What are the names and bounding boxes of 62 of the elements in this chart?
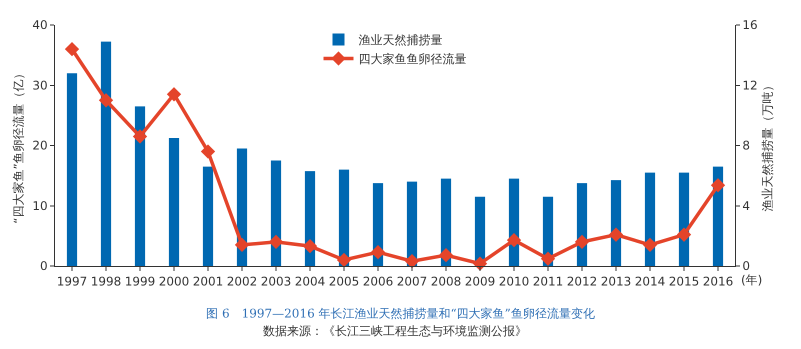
point [438, 248, 454, 262]
x-tick-label: 2012 [566, 274, 598, 288]
point [472, 256, 488, 271]
bar [168, 138, 180, 266]
y-tick-label: 0 [40, 259, 48, 274]
point [506, 232, 522, 248]
point [336, 252, 352, 268]
bar [134, 106, 146, 266]
x-tick-label: 2014 [634, 274, 666, 288]
x-tick-label: 2013 [600, 274, 632, 288]
legend-label: 四大家鱼鱼卵径流量 [358, 52, 466, 66]
x-tick-label: 2003 [260, 274, 292, 288]
x-tick-label: 2000 [158, 274, 190, 288]
point [642, 238, 658, 252]
y-tick-label: 10 [32, 198, 48, 213]
x-tick-label: 2006 [362, 274, 394, 288]
x-tick-label: 2002 [226, 274, 258, 288]
x-tick-label: 2004 [294, 274, 326, 288]
point [98, 93, 114, 108]
x-tick-label: 2001 [192, 274, 224, 288]
y2-tick-label: 4 [742, 198, 750, 213]
y2-tick-label: 12 [742, 78, 758, 92]
y-tick-label: 20 [32, 138, 48, 153]
x-tick-label: 2010 [498, 274, 530, 288]
bar [66, 73, 78, 266]
point [302, 238, 318, 254]
point [268, 234, 284, 250]
x-tick-label: 2008 [430, 274, 462, 288]
point [710, 178, 726, 192]
bar [202, 166, 214, 266]
point [166, 87, 182, 102]
point [370, 244, 386, 260]
point [574, 234, 590, 250]
point [200, 144, 216, 159]
y2-axis-title: 渔业天然捕捞量（万吨） [760, 80, 775, 212]
point [404, 254, 420, 268]
x-tick-label: 2011 [532, 274, 564, 288]
source-note: 数据来源：《长江三峡工程生态与环境监测公报》 [263, 324, 527, 338]
y-tick-label: 40 [32, 18, 48, 32]
x-tick-label: 1997 [56, 274, 88, 288]
y2-tick-label: 16 [742, 18, 758, 32]
x-tick-label: 2016 [702, 274, 734, 288]
point [540, 252, 556, 266]
text: 图 6 1997—2016 年长江渔业天然捕捞量和“四大家鱼”鱼卵径流量变化 [206, 306, 595, 321]
point [676, 228, 692, 242]
y-tick-label: 30 [32, 78, 48, 92]
legend-label: 渔业天然捕捞量 [358, 33, 442, 48]
y-axis-title: “四大家鱼”鱼卵径流量（亿） [12, 67, 26, 224]
x-tick-label: 1999 [124, 274, 156, 288]
point [64, 42, 80, 56]
x-tick-label: 2005 [328, 274, 360, 288]
y2-tick-label: 0 [742, 259, 750, 274]
point [234, 238, 250, 252]
point [132, 129, 148, 144]
x-tick-label: 2007 [396, 274, 428, 288]
bar [100, 42, 112, 266]
x-tick-label: 2015 [668, 274, 700, 288]
x-tick-label: 1998 [90, 274, 122, 288]
x-axis-title: (年) [741, 273, 762, 287]
y2-tick-label: 8 [742, 138, 750, 153]
point [608, 228, 624, 242]
x-tick-label: 2009 [464, 274, 496, 288]
